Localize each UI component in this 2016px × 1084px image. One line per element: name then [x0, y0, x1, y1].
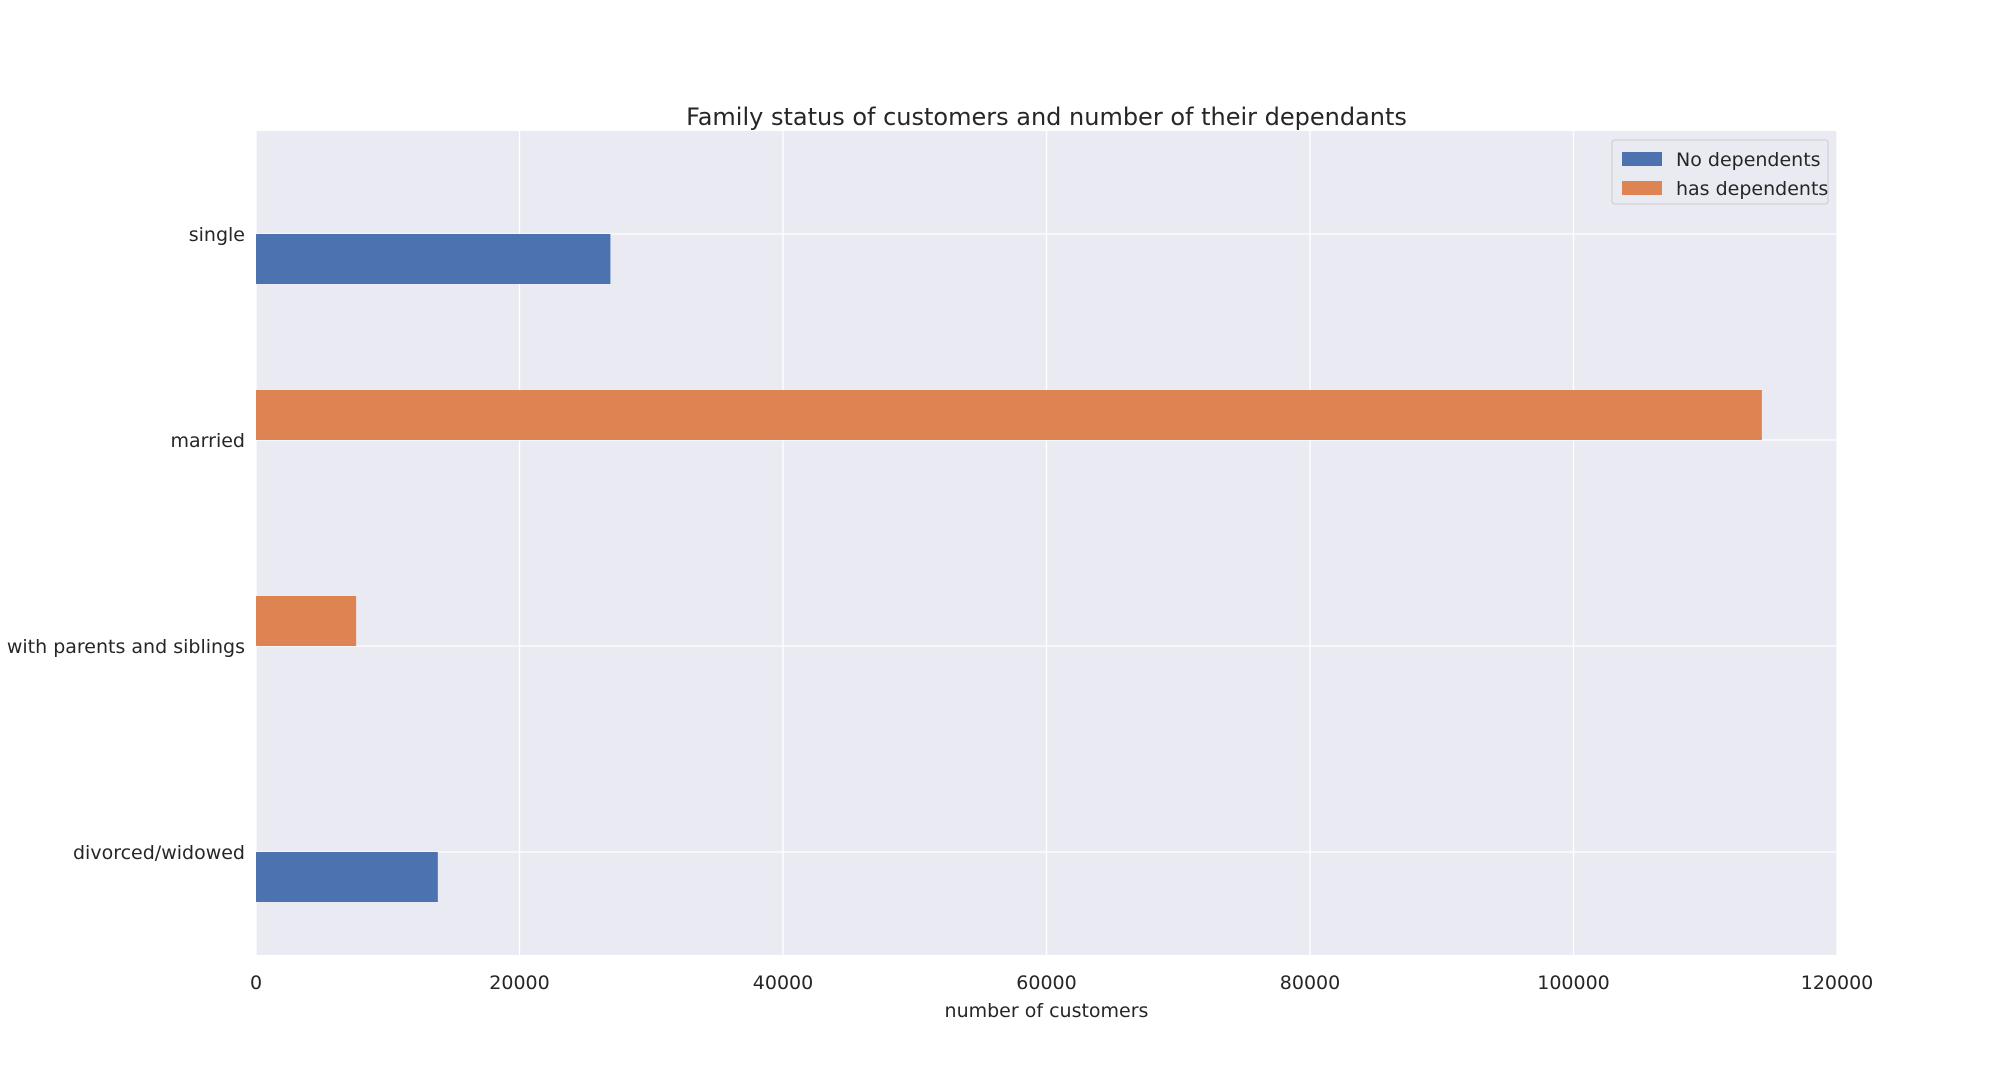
y-tick-label: living with parents and siblings [0, 636, 245, 658]
x-tick-label: 20000 [489, 972, 549, 994]
y-axis-ticks: divorced/widowed living with parents and … [0, 224, 245, 864]
legend: No dependents has dependents [1611, 139, 1829, 205]
x-axis-label: number of customers [945, 1000, 1149, 1022]
y-tick-label: single [189, 224, 245, 246]
bar-has-dependents-married [256, 390, 1762, 440]
bar-no-dependents-divorced-widowed [256, 852, 438, 902]
y-tick-label: married [171, 430, 245, 452]
legend-swatch-no-dependents [1622, 152, 1662, 166]
chart-title: Family status of customers and number of… [686, 103, 1407, 131]
y-tick-label: divorced/widowed [73, 842, 245, 864]
legend-box [1611, 139, 1829, 205]
x-tick-label: 80000 [1280, 972, 1340, 994]
legend-label-has-dependents: has dependents [1676, 178, 1828, 200]
legend-swatch-has-dependents [1622, 181, 1662, 195]
bar-has-dependents-living-with-parents-and-siblings [256, 596, 357, 646]
bars [256, 234, 1762, 902]
legend-label-no-dependents: No dependents [1676, 149, 1821, 171]
x-tick-label: 40000 [753, 972, 813, 994]
x-tick-label: 60000 [1016, 972, 1076, 994]
bar-no-dependents-single [256, 234, 611, 284]
x-tick-label: 100000 [1537, 972, 1610, 994]
x-tick-label: 120000 [1801, 972, 1874, 994]
x-axis-ticks: 0 20000 40000 60000 80000 100000 120000 [250, 972, 1873, 994]
x-tick-label: 0 [250, 972, 262, 994]
